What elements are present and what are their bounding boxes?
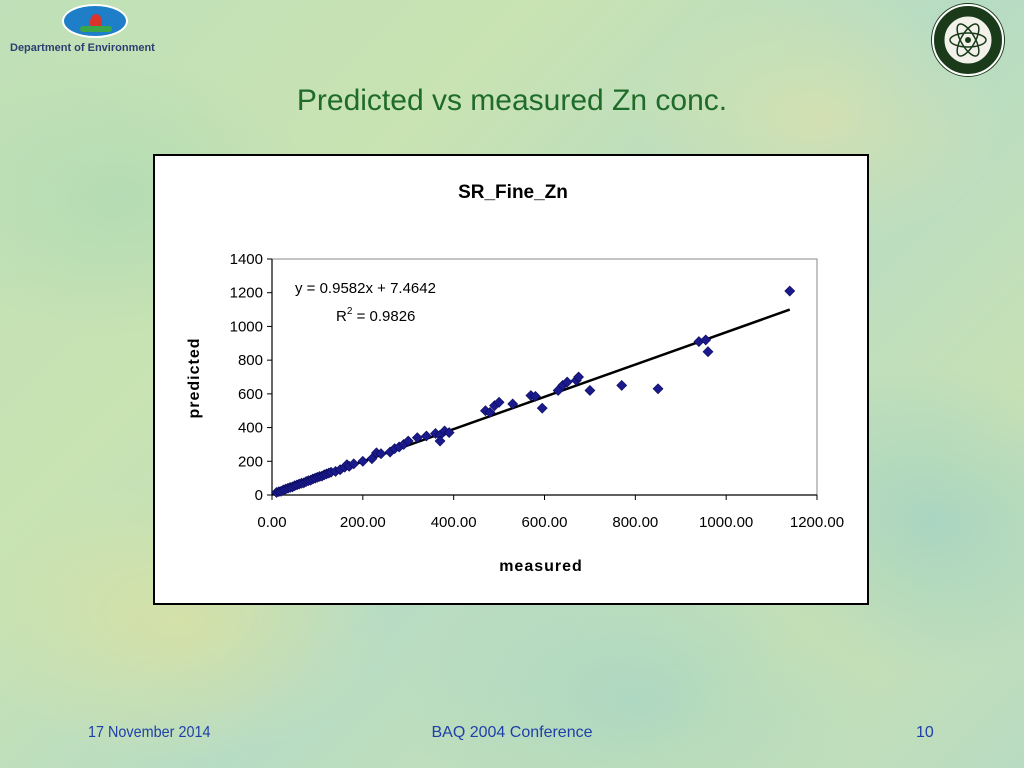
- r-squared-label: R2 = 0.9826: [336, 306, 415, 325]
- data-point: [484, 406, 496, 418]
- y-tick-label: 800: [238, 352, 263, 369]
- data-point: [616, 380, 628, 391]
- x-tick-label: 0.00: [257, 514, 286, 531]
- data-point: [375, 448, 387, 460]
- data-point: [700, 334, 712, 346]
- data-point: [443, 427, 455, 439]
- y-tick-label: 0: [255, 487, 263, 504]
- x-tick-label: 1000.00: [699, 514, 753, 531]
- data-point: [402, 435, 414, 447]
- y-tick-label: 400: [238, 420, 263, 437]
- y-tick-label: 1000: [230, 318, 263, 335]
- footer-conference: BAQ 2004 Conference: [431, 724, 593, 741]
- data-point: [493, 396, 505, 408]
- chart-title: SR_Fine_Zn: [458, 182, 568, 203]
- data-point: [434, 435, 446, 447]
- data-point: [420, 430, 432, 442]
- slide-title: Predicted vs measured Zn conc.: [296, 84, 728, 117]
- y-tick-label: 1200: [230, 285, 263, 302]
- data-point: [507, 398, 519, 410]
- data-point: [536, 402, 548, 414]
- data-point: [573, 371, 584, 383]
- data-point: [529, 390, 541, 402]
- data-point: [348, 458, 360, 470]
- x-axis-label: measured: [499, 558, 583, 575]
- y-tick-label: 1400: [230, 251, 263, 268]
- data-point: [702, 346, 714, 358]
- department-label: Department of Environment: [10, 42, 155, 54]
- x-tick-label: 800.00: [612, 514, 658, 531]
- chart-container: SR_Fine_Zn y = 0.9582x + 7.4642 R2 = 0.9…: [153, 154, 869, 605]
- x-tick-label: 400.00: [431, 514, 477, 531]
- y-tick-label: 200: [238, 453, 263, 470]
- trendline-equation: y = 0.9582x + 7.4642: [295, 280, 436, 297]
- data-point: [652, 383, 664, 395]
- data-point: [584, 385, 596, 396]
- x-tick-label: 600.00: [522, 514, 568, 531]
- data-point: [411, 432, 423, 444]
- x-tick-label: 1200.00: [790, 514, 844, 531]
- data-point: [561, 376, 573, 388]
- environment-emblem-icon: [62, 4, 128, 38]
- department-logo: Department of Environment: [6, 2, 166, 58]
- y-axis-label: predicted: [186, 337, 203, 418]
- scatter-chart: SR_Fine_Zn y = 0.9582x + 7.4642 R2 = 0.9…: [186, 182, 844, 575]
- y-tick-label: 600: [238, 386, 263, 403]
- footer-date: 17 November 2014: [88, 724, 211, 741]
- data-point: [784, 285, 796, 297]
- atomic-energy-emblem-icon: [931, 3, 1005, 77]
- x-tick-label: 200.00: [340, 514, 386, 531]
- data-point: [357, 455, 369, 467]
- data-point: [366, 453, 378, 465]
- footer-page-number: 10: [916, 724, 934, 741]
